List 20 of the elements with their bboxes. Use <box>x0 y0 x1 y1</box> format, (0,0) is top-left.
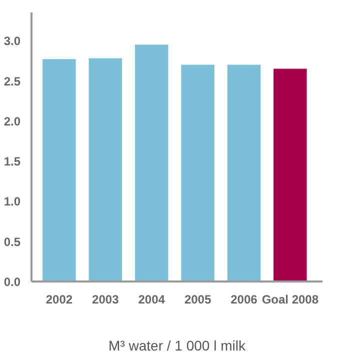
bar <box>274 68 307 282</box>
y-tick-label: 0.0 <box>4 275 21 289</box>
x-tick-label: 2004 <box>138 292 166 306</box>
bar <box>134 44 168 282</box>
y-tick-label: 2.0 <box>4 114 21 128</box>
x-tick-label: 2002 <box>46 292 73 306</box>
bar <box>88 58 122 282</box>
y-tick-label: 2.5 <box>4 74 21 88</box>
bar <box>227 64 261 282</box>
y-tick-label: 0.5 <box>4 234 21 249</box>
x-tick-label: Goal 2008 <box>262 292 319 306</box>
y-tick-label: 1.0 <box>4 194 21 209</box>
y-tick-label: 1.5 <box>4 154 21 169</box>
x-axis-title: M³ water / 1 000 l milk <box>108 338 246 354</box>
y-tick-label: 3.0 <box>4 34 21 48</box>
x-tick-label: 2006 <box>230 292 258 306</box>
x-tick-label: 2003 <box>92 292 120 306</box>
x-tick-label: 2005 <box>184 292 212 306</box>
bar <box>181 64 214 282</box>
bar <box>42 59 76 282</box>
